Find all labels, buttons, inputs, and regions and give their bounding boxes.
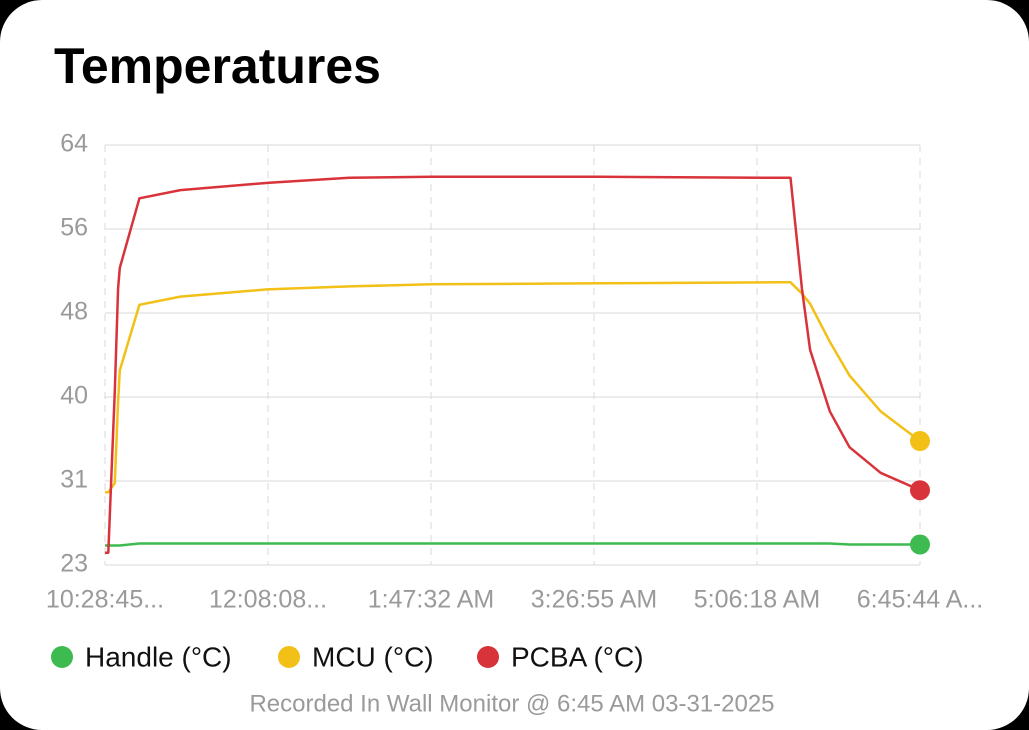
legend-marker: [51, 646, 73, 668]
x-tick-label: 10:28:45...: [46, 586, 164, 614]
y-tick-label: 40: [60, 382, 88, 410]
y-tick-label: 23: [60, 550, 88, 578]
legend-label: Handle (°C): [85, 641, 232, 672]
x-tick-label: 12:08:08...: [209, 586, 327, 614]
x-tick-label: 5:06:18 AM: [694, 586, 820, 614]
y-tick-label: 64: [60, 130, 88, 158]
end-point: [910, 480, 930, 501]
x-tick-label: 3:26:55 AM: [531, 586, 657, 614]
x-tick-label: 6:45:44 A...: [857, 586, 984, 614]
y-tick-label: 31: [60, 466, 88, 494]
end-point: [910, 534, 930, 555]
legend-label: PCBA (°C): [511, 641, 644, 672]
series-line: [105, 281, 921, 494]
end-point: [910, 431, 930, 452]
y-tick-label: 48: [60, 298, 88, 326]
series-line: [105, 542, 920, 547]
chart-title: Temperatures: [54, 38, 381, 94]
x-tick-label: 1:47:32 AM: [368, 586, 494, 614]
y-tick-label: 56: [60, 214, 88, 242]
series-line: [105, 175, 921, 554]
legend-marker: [477, 646, 499, 668]
legend-label: MCU (°C): [312, 641, 434, 672]
legend-marker: [278, 646, 300, 668]
footer: Recorded In Wall Monitor @ 6:45 AM 03-31…: [249, 690, 774, 717]
